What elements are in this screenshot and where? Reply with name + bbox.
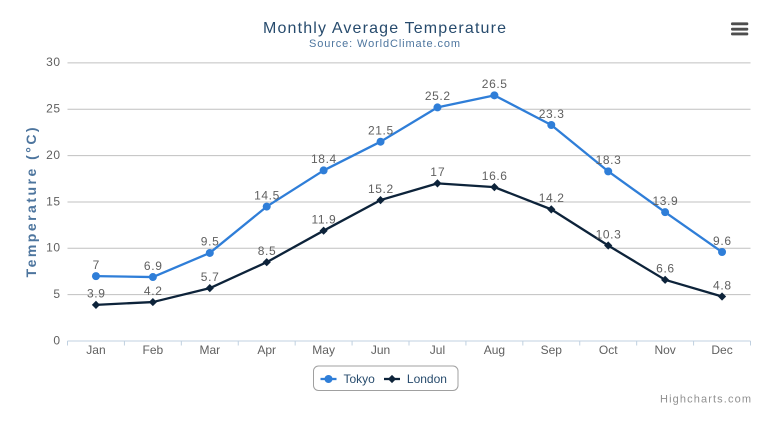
svg-text:Jul: Jul: [430, 343, 445, 357]
svg-text:25: 25: [46, 102, 60, 116]
svg-text:5: 5: [53, 287, 60, 301]
svg-text:20: 20: [46, 148, 60, 162]
svg-text:11.9: 11.9: [312, 212, 337, 226]
svg-text:23.3: 23.3: [539, 107, 565, 121]
svg-text:May: May: [312, 343, 335, 357]
svg-text:0: 0: [53, 333, 60, 347]
svg-text:Mar: Mar: [199, 343, 220, 357]
svg-text:15.2: 15.2: [368, 182, 394, 196]
svg-text:Nov: Nov: [654, 343, 675, 357]
svg-text:Sep: Sep: [541, 343, 563, 357]
svg-text:21.5: 21.5: [368, 124, 394, 138]
svg-text:25.2: 25.2: [425, 89, 451, 103]
svg-text:3.9: 3.9: [87, 287, 105, 301]
svg-text:9.6: 9.6: [713, 234, 731, 248]
svg-text:Tokyo: Tokyo: [344, 372, 376, 386]
svg-text:26.5: 26.5: [482, 77, 508, 91]
svg-text:Monthly Average Temperature: Monthly Average Temperature: [263, 20, 506, 37]
svg-text:18.3: 18.3: [596, 153, 622, 167]
svg-text:London: London: [407, 372, 447, 386]
svg-text:Oct: Oct: [599, 343, 618, 357]
svg-text:16.6: 16.6: [482, 169, 508, 183]
svg-text:Jun: Jun: [371, 343, 390, 357]
svg-text:Temperature (°C): Temperature (°C): [23, 127, 39, 277]
svg-text:6.6: 6.6: [656, 262, 674, 276]
svg-text:18.4: 18.4: [311, 152, 337, 166]
svg-text:5.7: 5.7: [201, 270, 219, 284]
svg-text:9.5: 9.5: [201, 235, 219, 249]
svg-text:Jan: Jan: [86, 343, 105, 357]
svg-text:13.9: 13.9: [653, 194, 679, 208]
svg-text:Dec: Dec: [711, 343, 732, 357]
svg-text:10.3: 10.3: [596, 227, 622, 241]
svg-text:7: 7: [93, 258, 100, 272]
svg-text:15: 15: [46, 194, 60, 208]
svg-text:8.5: 8.5: [258, 244, 276, 258]
svg-text:14.2: 14.2: [539, 191, 565, 205]
svg-text:Apr: Apr: [257, 343, 276, 357]
svg-text:Highcharts.com: Highcharts.com: [660, 394, 751, 406]
svg-text:10: 10: [46, 241, 60, 255]
svg-text:Source: WorldClimate.com: Source: WorldClimate.com: [309, 38, 460, 50]
svg-text:17: 17: [430, 165, 445, 179]
svg-text:Feb: Feb: [143, 343, 164, 357]
svg-text:4.8: 4.8: [713, 278, 731, 292]
svg-text:Aug: Aug: [484, 343, 505, 357]
svg-text:14.5: 14.5: [254, 188, 280, 202]
svg-text:4.2: 4.2: [144, 284, 162, 298]
svg-text:30: 30: [46, 55, 60, 69]
svg-text:6.9: 6.9: [144, 259, 162, 273]
